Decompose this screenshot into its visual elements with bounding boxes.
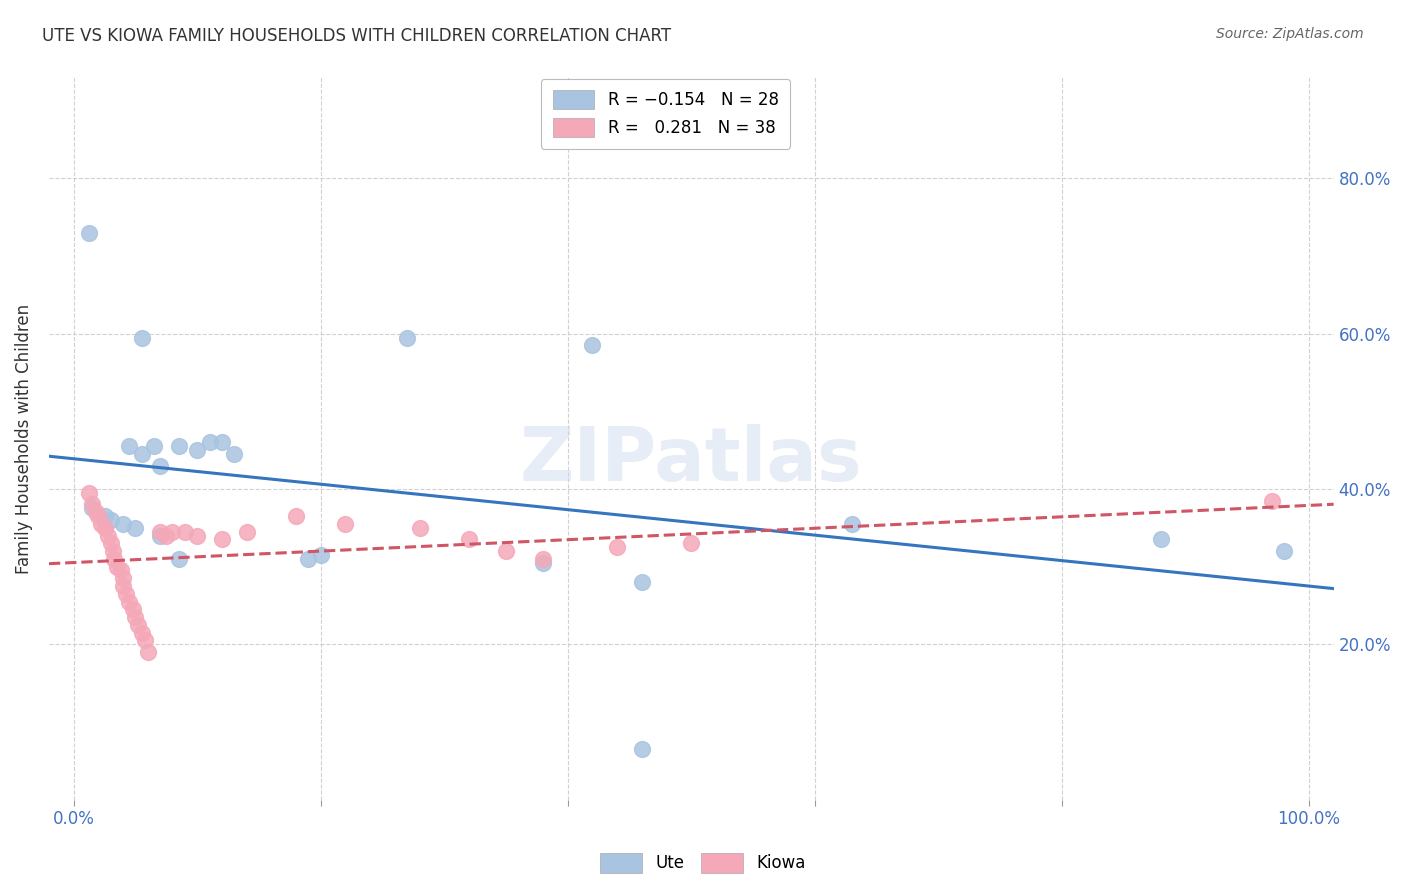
Point [155,528,177,542]
Point [127,617,149,632]
Point [581,338,603,352]
Point [84,505,107,519]
Point [149,524,172,539]
Point [87,509,110,524]
Point [1272,544,1295,558]
Point [335,516,357,531]
Text: ZIPatlas: ZIPatlas [520,424,863,497]
Point [149,458,172,473]
Text: Source: ZipAtlas.com: Source: ZipAtlas.com [1216,27,1364,41]
Point [1261,493,1284,508]
Point [112,571,135,585]
Point [131,330,153,344]
Point [408,521,430,535]
Point [211,533,233,547]
Legend: R = −0.154   N = 28, R =   0.281   N = 38: R = −0.154 N = 28, R = 0.281 N = 38 [541,78,790,149]
Point [136,645,159,659]
Point [112,516,135,531]
Point [458,533,481,547]
Point [131,447,153,461]
Point [131,625,153,640]
Point [162,524,184,539]
Point [841,516,863,531]
Point [149,528,172,542]
Point [110,564,132,578]
Point [114,587,136,601]
Point [167,551,190,566]
Point [82,498,104,512]
Point [124,610,146,624]
Point [90,516,112,531]
Point [122,602,145,616]
Point [606,540,628,554]
Point [93,509,115,524]
Point [1150,533,1173,547]
Point [309,548,332,562]
Point [124,521,146,535]
Point [396,330,419,344]
Point [134,633,156,648]
Point [631,742,654,756]
Point [167,439,190,453]
Point [173,524,195,539]
Point [118,594,141,608]
Point [100,513,122,527]
Point [631,575,654,590]
Point [235,524,257,539]
Point [97,528,120,542]
Point [211,435,233,450]
Point [103,551,125,566]
Point [77,486,100,500]
Point [495,544,517,558]
Point [93,521,115,535]
Point [285,509,308,524]
Y-axis label: Family Households with Children: Family Households with Children [15,303,32,574]
Point [105,559,128,574]
Point [186,443,208,458]
Point [224,447,246,461]
Point [531,556,554,570]
Point [118,439,141,453]
Legend: Ute, Kiowa: Ute, Kiowa [593,847,813,880]
Point [100,536,122,550]
Point [82,501,104,516]
Point [681,536,703,550]
Point [531,551,554,566]
Point [77,226,100,240]
Point [297,551,319,566]
Point [198,435,221,450]
Point [112,579,135,593]
Point [186,528,208,542]
Point [143,439,166,453]
Text: UTE VS KIOWA FAMILY HOUSEHOLDS WITH CHILDREN CORRELATION CHART: UTE VS KIOWA FAMILY HOUSEHOLDS WITH CHIL… [42,27,671,45]
Point [103,544,125,558]
